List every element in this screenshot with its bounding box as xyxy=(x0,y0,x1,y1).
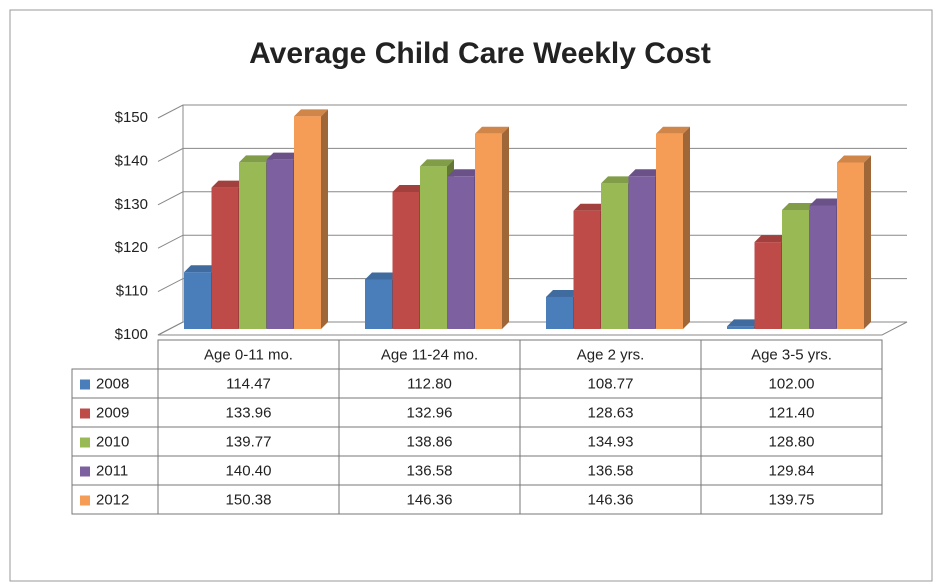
bar-front xyxy=(392,191,420,329)
legend-label: 2009 xyxy=(96,404,129,421)
bar-top xyxy=(475,126,509,134)
bar-front xyxy=(782,210,809,329)
bar-top xyxy=(754,235,789,243)
bar-side xyxy=(321,109,328,329)
bar-side xyxy=(502,126,509,329)
grid-line xyxy=(157,104,907,119)
table-value: 108.77 xyxy=(588,375,634,392)
bar-side xyxy=(864,155,871,329)
bar-side xyxy=(683,126,690,329)
table-value: 112.80 xyxy=(407,375,452,392)
bar-top xyxy=(392,184,427,192)
bar-top xyxy=(211,180,246,188)
bar-front xyxy=(420,166,447,329)
table-value: 150.38 xyxy=(226,491,272,508)
legend-key xyxy=(80,466,90,477)
table-value: 136.58 xyxy=(588,462,634,479)
bar-front xyxy=(754,242,782,329)
bar-top xyxy=(546,289,580,297)
bar-front xyxy=(546,296,573,329)
bar-top xyxy=(447,169,482,177)
bar-top xyxy=(601,176,635,184)
legend-label: 2011 xyxy=(96,462,128,479)
bar-front xyxy=(365,279,392,329)
bar-top xyxy=(184,265,218,273)
bar-top xyxy=(656,126,690,134)
bar-top xyxy=(365,272,399,280)
table-value: 132.96 xyxy=(407,404,453,421)
table-value: 114.47 xyxy=(226,375,271,392)
table-value: 139.75 xyxy=(769,491,815,508)
bar-front xyxy=(475,133,502,329)
x-tick-label: Age 2 yrs. xyxy=(577,346,645,363)
bar-top xyxy=(809,198,844,206)
table-value: 128.80 xyxy=(769,433,815,450)
bar-top xyxy=(239,155,273,163)
legend-key xyxy=(80,495,90,506)
table-value: 146.36 xyxy=(588,491,634,508)
y-tick-label: $100 xyxy=(115,326,148,343)
bar-top xyxy=(628,169,663,177)
legend-key xyxy=(80,379,90,390)
bar-front xyxy=(184,272,211,329)
bar-top xyxy=(420,159,454,167)
legend-key xyxy=(80,437,90,448)
table-value: 140.40 xyxy=(226,462,272,479)
bar-front xyxy=(239,162,266,329)
x-tick-label: Age 0-11 mo. xyxy=(204,346,293,363)
table-value: 136.58 xyxy=(407,462,453,479)
bar-top xyxy=(837,155,871,163)
bar xyxy=(837,155,871,329)
bar-front xyxy=(628,176,656,329)
bar-front xyxy=(266,159,294,329)
y-tick-label: $150 xyxy=(115,109,148,126)
chart-title: Average Child Care Weekly Cost xyxy=(249,37,711,70)
table-value: 134.93 xyxy=(588,433,634,450)
table-value: 129.84 xyxy=(769,462,815,479)
x-tick-label: Age 11-24 mo. xyxy=(381,346,478,363)
table-value: 102.00 xyxy=(769,375,815,392)
table-value: 133.96 xyxy=(226,404,272,421)
bar xyxy=(475,126,509,329)
x-tick-label: Age 3-5 yrs. xyxy=(751,346,832,363)
table-value: 146.36 xyxy=(407,491,453,508)
table-value: 128.63 xyxy=(588,404,634,421)
bar-front xyxy=(447,176,475,329)
legend-label: 2008 xyxy=(96,375,129,392)
bar-front xyxy=(573,210,601,329)
bar-top xyxy=(573,203,608,211)
legend-label: 2012 xyxy=(96,491,129,508)
table-value: 138.86 xyxy=(407,433,453,450)
bar xyxy=(294,109,328,329)
table-value: 121.40 xyxy=(769,404,815,421)
bar-top xyxy=(294,109,328,117)
legend-label: 2010 xyxy=(96,433,129,450)
bar-top xyxy=(727,319,761,327)
bar-front xyxy=(211,187,239,329)
table-value: 139.77 xyxy=(226,433,272,450)
bar xyxy=(656,126,690,329)
bar-front xyxy=(601,183,628,329)
y-tick-label: $140 xyxy=(115,152,148,169)
y-tick-label: $110 xyxy=(116,283,148,300)
bar-front xyxy=(294,116,321,329)
bar-front xyxy=(727,326,754,329)
bar-front xyxy=(837,162,864,329)
bar-top xyxy=(266,152,301,160)
y-tick-label: $120 xyxy=(115,239,148,256)
bar-front xyxy=(656,133,683,329)
legend-key xyxy=(80,408,90,419)
y-tick-label: $130 xyxy=(115,196,148,213)
bar-top xyxy=(782,203,816,211)
bar-front xyxy=(809,205,837,329)
